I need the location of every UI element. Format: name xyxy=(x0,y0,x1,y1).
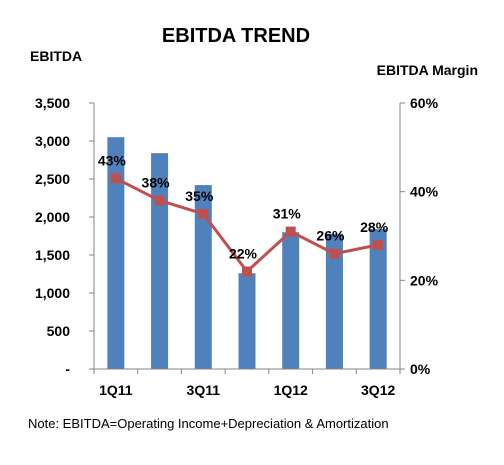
margin-data-label: 22% xyxy=(229,245,258,261)
margin-point-3Q12 xyxy=(373,239,384,250)
bar-4Q11 xyxy=(238,273,256,369)
y-tick-label: 2,500 xyxy=(35,171,70,187)
y2-tick-label: 60% xyxy=(410,95,439,111)
bar-3Q12 xyxy=(369,229,387,369)
y-tick-label: 1,000 xyxy=(35,285,70,301)
x-tick-label: 1Q11 xyxy=(99,382,133,398)
y-tick-label: 3,000 xyxy=(35,133,70,149)
y-tick-label: 2,000 xyxy=(35,209,70,225)
y-tick-label: 3,500 xyxy=(35,95,70,111)
y2-tick-label: 0% xyxy=(410,361,431,377)
bar-2Q11 xyxy=(151,153,169,369)
margin-point-1Q11 xyxy=(110,173,121,184)
margin-line-group xyxy=(110,173,384,277)
margin-point-2Q11 xyxy=(154,195,165,206)
y-axis-title: EBITDA xyxy=(30,48,82,64)
y-tick-label: - xyxy=(65,361,70,377)
bar-1Q11 xyxy=(107,137,125,369)
x-tick-label: 3Q12 xyxy=(361,382,395,398)
axes-group: - 500 1,000 1,500 2,000 2,500 3,000 3,500 0% 20% 4… xyxy=(35,95,439,398)
y-tick-label: 1,500 xyxy=(35,247,70,263)
margin-data-label: 28% xyxy=(360,219,389,235)
margin-data-label: 43% xyxy=(98,152,127,168)
bar-2Q12 xyxy=(325,233,343,369)
margin-point-1Q12 xyxy=(285,226,296,237)
y2-tick-label: 20% xyxy=(410,272,439,288)
data-labels-group: 43% 38% 35% 22% 31% 26% 28% xyxy=(98,152,389,261)
margin-data-label: 38% xyxy=(142,175,171,191)
bar-3Q11 xyxy=(194,185,212,369)
margin-data-label: 31% xyxy=(273,206,302,222)
y-tick-label: 500 xyxy=(47,323,71,339)
x-tick-label: 1Q12 xyxy=(274,382,308,398)
margin-point-2Q12 xyxy=(329,248,340,259)
margin-point-4Q11 xyxy=(242,266,252,277)
chart-title: EBITDA TREND xyxy=(162,25,310,47)
margin-data-label: 26% xyxy=(316,228,345,244)
footnote: Note: EBITDA=Operating Income+Depreciati… xyxy=(28,416,389,431)
y2-tick-label: 40% xyxy=(410,184,439,200)
y2-axis-title: EBITDA Margin xyxy=(377,62,478,78)
margin-data-label: 35% xyxy=(185,188,214,204)
margin-point-3Q11 xyxy=(198,208,209,219)
bars-group xyxy=(107,137,387,369)
x-tick-label: 3Q11 xyxy=(187,382,221,398)
bar-1Q12 xyxy=(282,232,300,369)
